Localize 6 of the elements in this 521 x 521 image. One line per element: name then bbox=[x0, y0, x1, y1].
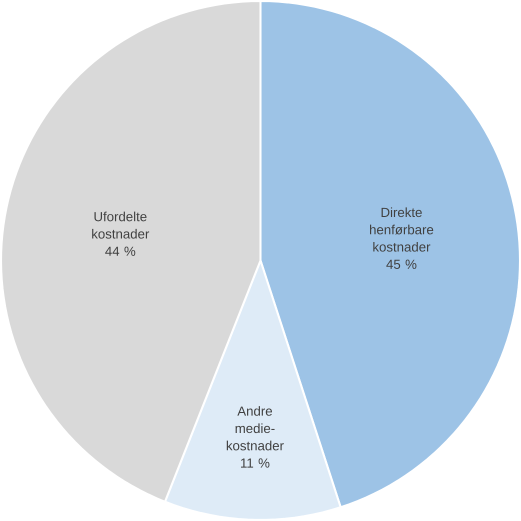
data-label: 45 % bbox=[386, 260, 416, 269]
slice-label: Direkte henførbare kostnader bbox=[370, 207, 434, 252]
slice-label: Ufordelte kostnader bbox=[92, 212, 150, 239]
slice-label: Andre medie-kostnader bbox=[226, 406, 284, 450]
data-label: 44 % bbox=[105, 246, 136, 256]
data-label: 11 % bbox=[241, 458, 270, 468]
